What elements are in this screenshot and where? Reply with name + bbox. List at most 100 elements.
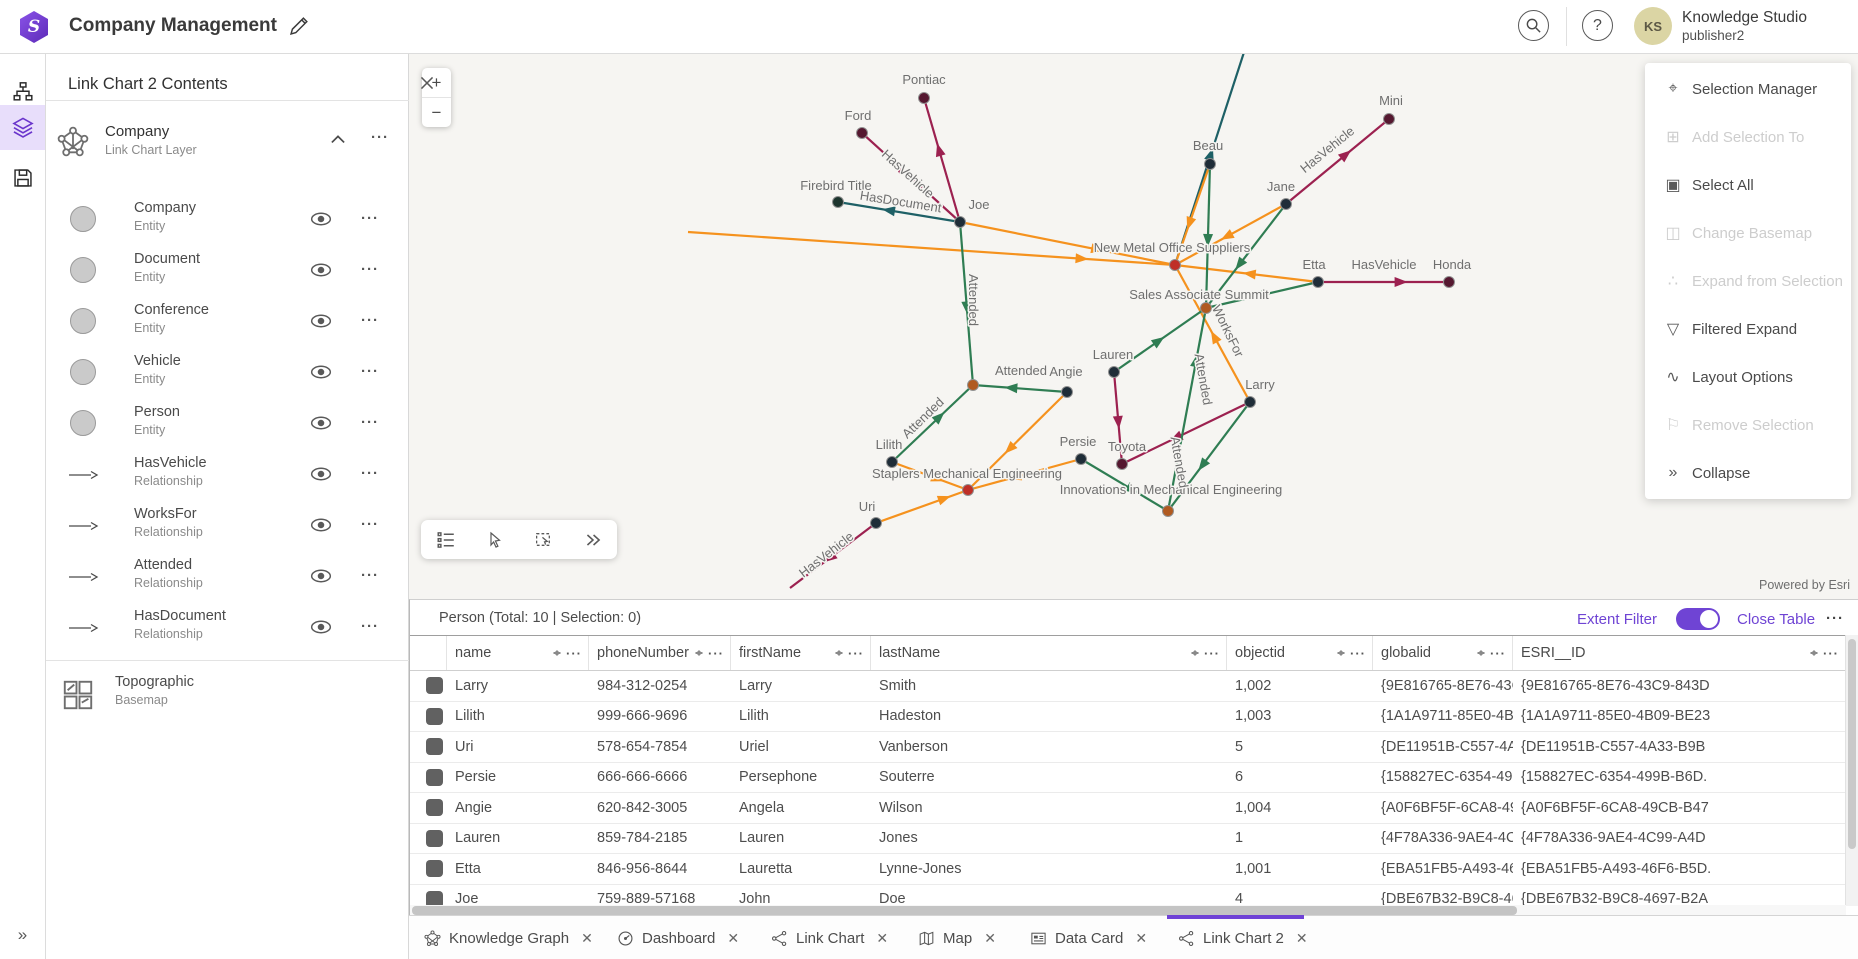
edge-Attended[interactable] — [972, 383, 1068, 394]
zoom-in-button[interactable]: + — [431, 72, 442, 92]
zoom-out-button[interactable]: − — [422, 97, 451, 127]
row-checkbox[interactable] — [426, 799, 443, 817]
edge-HasVehicle[interactable] — [1285, 118, 1390, 205]
rail-item-layers[interactable] — [0, 105, 45, 150]
cursor-select-button[interactable] — [478, 523, 512, 557]
edge-Attended[interactable] — [1080, 458, 1169, 512]
search-button[interactable] — [1518, 10, 1549, 41]
layer-options-menu[interactable]: ··· — [371, 129, 389, 146]
basemap-row[interactable]: Topographic Basemap — [45, 668, 409, 724]
help-button[interactable]: ? — [1582, 10, 1613, 41]
edge-WorksFor[interactable] — [891, 460, 969, 492]
column-menu[interactable]: ··· — [1823, 645, 1839, 661]
edge-WorksFor[interactable] — [687, 230, 1176, 267]
visibility-eye-icon[interactable] — [309, 360, 333, 384]
edge-WorksFor[interactable] — [967, 457, 1082, 492]
contents-item-document[interactable]: Document Entity ··· — [45, 251, 409, 297]
legend-list-button[interactable] — [429, 523, 463, 557]
contents-item-hasvehicle[interactable]: HasVehicle Relationship ··· — [45, 455, 409, 501]
rail-item-save[interactable] — [0, 155, 45, 200]
edge-Attended[interactable] — [1205, 203, 1287, 309]
column-header-ESRI__ID[interactable]: ESRI__ID ··· — [1513, 636, 1846, 670]
sort-icon[interactable] — [1190, 645, 1200, 661]
edge-HasVehicle[interactable] — [922, 97, 962, 223]
table-row[interactable]: Uri 578-654-7854 Uriel Vanberson 5 {DE11951B-… — [410, 732, 1846, 763]
node-joe[interactable] — [954, 216, 966, 228]
column-header-phoneNumber[interactable]: phoneNumber ··· — [589, 636, 731, 670]
contents-item-person[interactable]: Person Entity ··· — [45, 404, 409, 450]
contents-item-worksfor[interactable]: WorksFor Relationship ··· — [45, 506, 409, 552]
tab-close-icon[interactable]: ✕ — [727, 929, 740, 946]
tab-knowledge-graph[interactable]: Knowledge Graph ✕ — [424, 916, 593, 959]
rail-item-data-model[interactable] — [0, 69, 45, 114]
column-menu[interactable]: ··· — [708, 645, 724, 661]
node-lauren[interactable] — [1108, 366, 1120, 378]
node-firebird[interactable] — [832, 196, 844, 208]
table-row[interactable]: Lilith 999-666-9696 Lilith Hadeston 1,003 {1A… — [410, 701, 1846, 732]
edge-WorksFor[interactable] — [967, 391, 1068, 491]
edge-WorksFor[interactable] — [875, 488, 969, 525]
item-options-menu[interactable]: ··· — [361, 618, 379, 635]
edge-Attended[interactable] — [1166, 307, 1208, 512]
tab-close-icon[interactable]: ✕ — [581, 929, 593, 946]
node-angie[interactable] — [1061, 386, 1073, 398]
node-uri[interactable] — [870, 517, 882, 529]
row-checkbox[interactable] — [426, 677, 443, 695]
sort-icon[interactable] — [1809, 645, 1819, 661]
column-menu[interactable]: ··· — [1350, 645, 1366, 661]
rail-collapse-button[interactable]: » — [17, 925, 28, 944]
table-row[interactable]: Lauren 859-784-2185 Lauren Jones 1 {4F78A336-… — [410, 823, 1846, 854]
link-chart-canvas[interactable]: Pontiac Ford Firebird Title Joe Beau Mini Jane… — [409, 53, 1858, 599]
tab-map[interactable]: Map ✕ — [918, 916, 996, 959]
node-lilith[interactable] — [886, 456, 898, 468]
node-ford[interactable] — [856, 127, 868, 139]
sort-icon[interactable] — [1476, 645, 1486, 661]
node-summit[interactable] — [1200, 302, 1212, 314]
row-checkbox[interactable] — [426, 860, 443, 878]
column-header-lastName[interactable]: lastName ··· — [871, 636, 1227, 670]
table-row[interactable]: Joe 759-889-57168 John Doe 4 {DBE67B32-B9C8-4… — [410, 884, 1846, 906]
node-mini[interactable] — [1383, 113, 1395, 125]
menu-item-collapse[interactable]: » Collapse — [1645, 449, 1851, 497]
tab-close-icon[interactable]: ✕ — [1135, 929, 1148, 946]
visibility-eye-icon[interactable] — [309, 564, 333, 588]
column-header-firstName[interactable]: firstName ··· — [731, 636, 871, 670]
edge-HasVehicle[interactable] — [861, 132, 961, 223]
visibility-eye-icon[interactable] — [309, 462, 333, 486]
item-options-menu[interactable]: ··· — [361, 363, 379, 380]
row-checkbox[interactable] — [426, 738, 443, 756]
close-icon[interactable] — [417, 73, 441, 97]
item-options-menu[interactable]: ··· — [361, 567, 379, 584]
visibility-eye-icon[interactable] — [309, 258, 333, 282]
item-options-menu[interactable]: ··· — [361, 465, 379, 482]
table-row[interactable]: Persie 666-666-6666 Persephone Souterre 6 {15… — [410, 762, 1846, 793]
sort-icon[interactable] — [1336, 645, 1346, 661]
node-hub[interactable] — [967, 379, 979, 391]
row-checkbox[interactable] — [426, 829, 443, 847]
visibility-eye-icon[interactable] — [309, 411, 333, 435]
visibility-eye-icon[interactable] — [309, 309, 333, 333]
node-larry[interactable] — [1244, 396, 1256, 408]
tab-dashboard[interactable]: Dashboard ✕ — [617, 916, 739, 959]
menu-item-select-all[interactable]: ▣ Select All — [1645, 161, 1851, 209]
rectangle-select-button[interactable] — [527, 523, 561, 557]
node-jane[interactable] — [1280, 198, 1292, 210]
menu-item-selection-manager[interactable]: ⌖ Selection Manager — [1645, 65, 1851, 113]
edit-title-pencil-icon[interactable] — [288, 15, 310, 37]
contents-item-attended[interactable]: Attended Relationship ··· — [45, 557, 409, 603]
edge-Attended[interactable] — [891, 384, 974, 463]
node-beau[interactable] — [1204, 158, 1216, 170]
visibility-eye-icon[interactable] — [309, 615, 333, 639]
contents-item-conference[interactable]: Conference Entity ··· — [45, 302, 409, 348]
sort-icon[interactable] — [834, 645, 844, 661]
item-options-menu[interactable]: ··· — [361, 516, 379, 533]
node-toyota[interactable] — [1116, 458, 1128, 470]
node-etta[interactable] — [1312, 276, 1324, 288]
row-checkbox[interactable] — [426, 890, 443, 906]
node-honda[interactable] — [1443, 276, 1455, 288]
tab-close-icon[interactable]: ✕ — [1295, 929, 1308, 946]
sort-icon[interactable] — [694, 645, 704, 661]
edge-Attended[interactable] — [1167, 401, 1251, 512]
table-row[interactable]: Angie 620-842-3005 Angela Wilson 1,004 {A0F6B… — [410, 793, 1846, 824]
vertical-scrollbar-thumb[interactable] — [1848, 639, 1856, 849]
